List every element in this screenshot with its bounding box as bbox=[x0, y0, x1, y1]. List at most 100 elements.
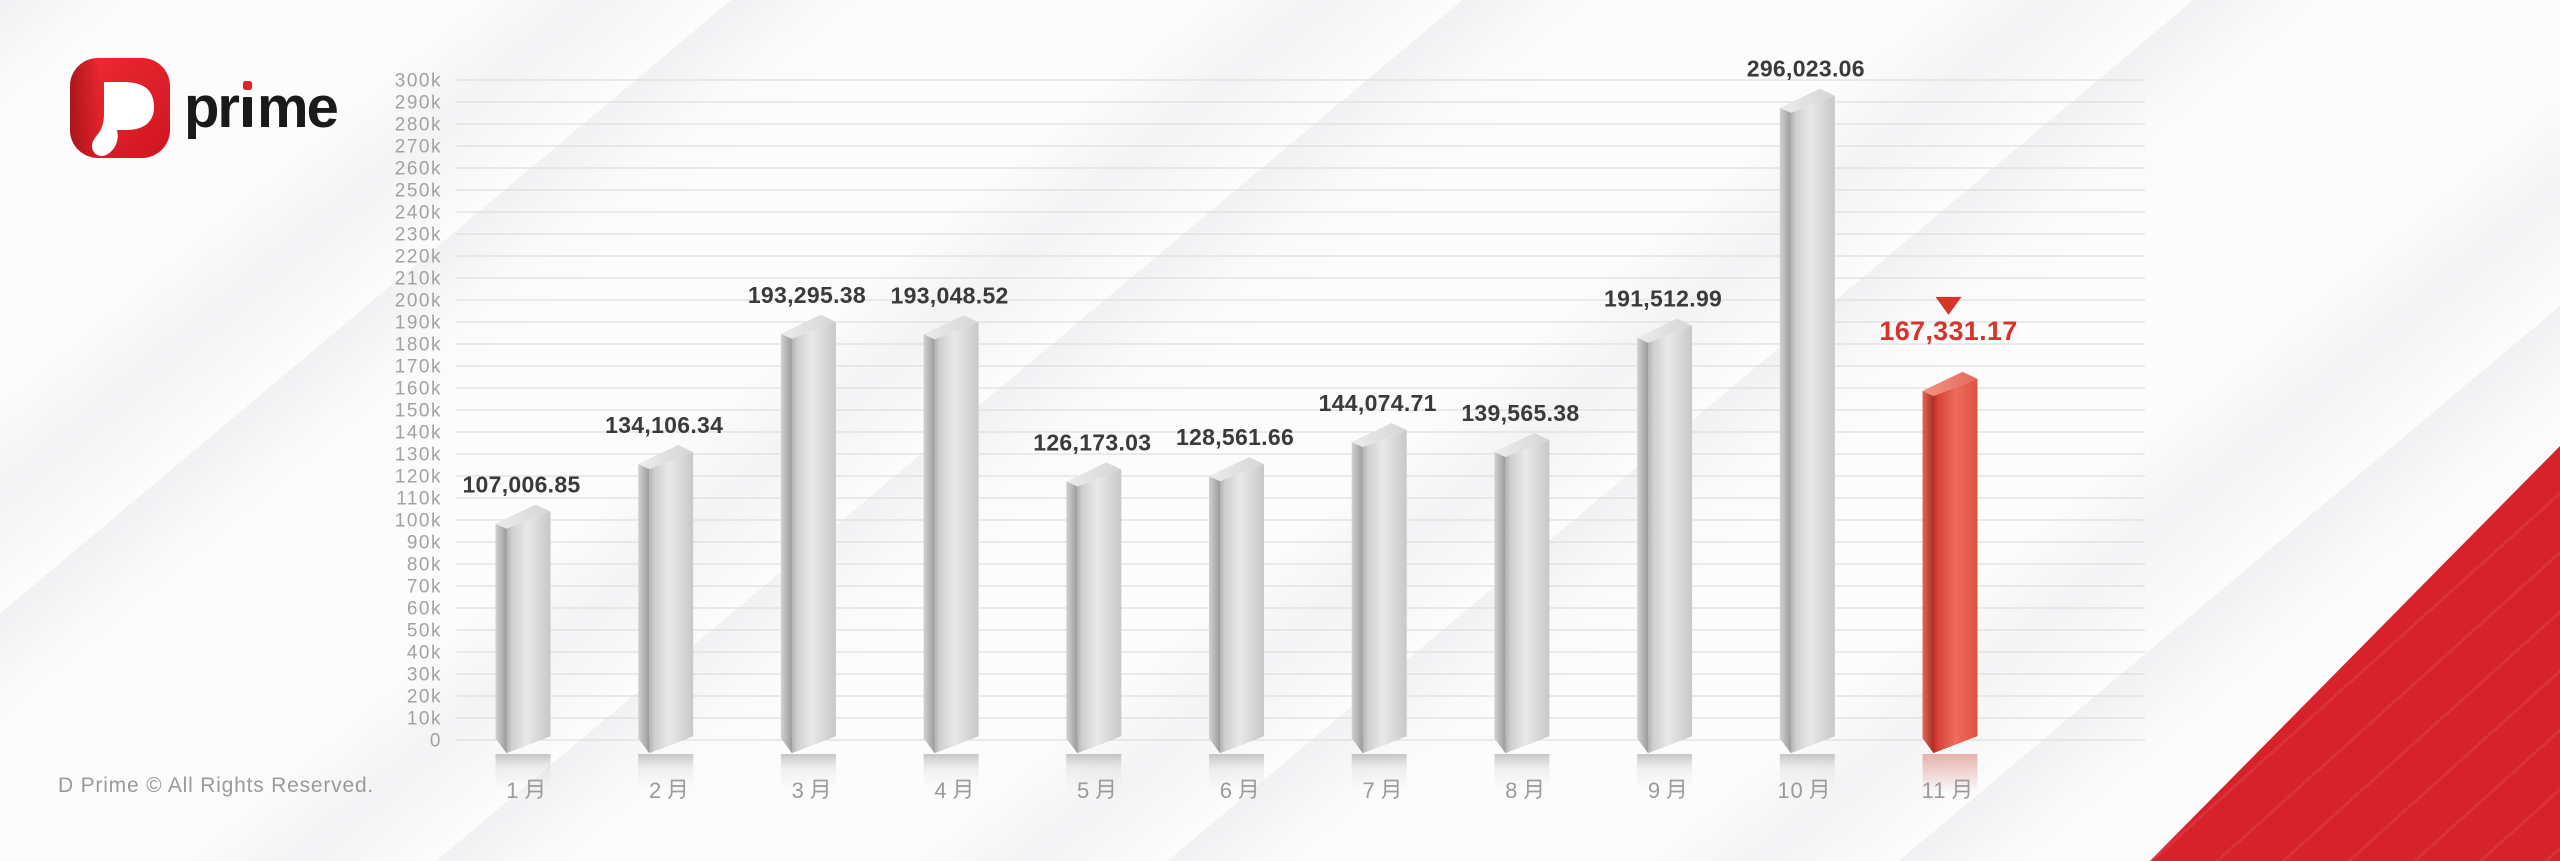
month-cjk-glyph bbox=[1667, 779, 1684, 799]
bar-5月: 126,173.03 bbox=[1033, 429, 1151, 792]
bar-top-face bbox=[495, 504, 551, 529]
bar-side-face bbox=[638, 463, 650, 753]
brand-name: pr me bbox=[184, 75, 339, 140]
month-label-8月: 8 bbox=[1505, 778, 1542, 803]
bar-10月: 296,023.06 bbox=[1747, 56, 1865, 792]
bar-3月: 193,295.38 bbox=[748, 282, 866, 792]
month-cjk-glyph bbox=[953, 779, 971, 799]
y-axis: 010k20k30k40k50k60k70k80k90k100k110k120k… bbox=[395, 71, 2145, 752]
month-label-1月: 1 bbox=[506, 778, 543, 803]
bar-1月: 107,006.85 bbox=[462, 472, 580, 792]
bar-9月: 191,512.99 bbox=[1604, 286, 1722, 792]
month-label-2月: 2 bbox=[649, 778, 686, 803]
y-tick-label: 140k bbox=[395, 423, 442, 444]
y-tick-label: 190k bbox=[395, 313, 442, 334]
bar-value-label-highlight: 167,331.17 bbox=[1879, 316, 2017, 346]
x-axis: 1 2 3 4 bbox=[506, 778, 1970, 803]
y-tick-label: 0 bbox=[430, 731, 442, 752]
bar-value-label: 134,106.34 bbox=[605, 412, 723, 438]
bar-front-face bbox=[1220, 464, 1264, 753]
bar-8月: 139,565.38 bbox=[1461, 400, 1579, 792]
month-label-5月: 5 bbox=[1077, 778, 1114, 803]
month-cjk-glyph bbox=[1952, 779, 1970, 799]
bar-top-face bbox=[923, 315, 979, 340]
bar-side-face bbox=[1922, 390, 1934, 753]
month-cjk-glyph bbox=[810, 779, 828, 799]
bar-front-face bbox=[1648, 325, 1693, 753]
svg-text:2: 2 bbox=[649, 778, 662, 803]
y-tick-label: 200k bbox=[395, 291, 442, 312]
month-cjk-glyph bbox=[1381, 779, 1399, 799]
month-label-9月: 9 bbox=[1648, 778, 1684, 803]
svg-text:1: 1 bbox=[506, 778, 519, 803]
svg-text:3: 3 bbox=[792, 778, 805, 803]
bar-6月: 128,561.66 bbox=[1176, 424, 1294, 792]
bar-top-face bbox=[1922, 371, 1978, 396]
highlight-down-triangle-icon bbox=[1935, 296, 1962, 315]
bar-front-face bbox=[649, 451, 694, 753]
bar-2月: 134,106.34 bbox=[605, 412, 723, 792]
y-tick-label: 10k bbox=[407, 709, 442, 730]
svg-text:7: 7 bbox=[1362, 778, 1375, 803]
bar-top-face bbox=[1494, 432, 1550, 457]
month-label-11月: 11 bbox=[1922, 778, 1970, 803]
month-cjk-glyph bbox=[668, 779, 686, 799]
y-tick-label: 110k bbox=[396, 489, 442, 510]
bar-side-face bbox=[780, 333, 792, 753]
y-tick-label: 70k bbox=[407, 577, 442, 598]
bar-front-face bbox=[1790, 95, 1835, 753]
bar-side-face bbox=[1779, 107, 1791, 753]
bar-front-face bbox=[1077, 469, 1122, 753]
bar-front-face bbox=[1362, 430, 1407, 753]
bar-top-face bbox=[1637, 318, 1693, 343]
bar-side-face bbox=[1351, 442, 1363, 753]
month-cjk-glyph bbox=[1524, 779, 1542, 799]
bar-value-label: 126,173.03 bbox=[1033, 429, 1151, 455]
y-tick-label: 240k bbox=[395, 203, 442, 224]
svg-text:6: 6 bbox=[1220, 778, 1233, 803]
y-tick-label: 220k bbox=[395, 247, 442, 268]
y-tick-label: 180k bbox=[395, 335, 442, 356]
bar-7月: 144,074.71 bbox=[1319, 390, 1436, 792]
bar-value-label: 139,565.38 bbox=[1461, 400, 1579, 426]
y-tick-label: 170k bbox=[395, 357, 442, 378]
y-tick-label: 260k bbox=[395, 159, 442, 180]
month-cjk-glyph bbox=[1238, 779, 1256, 799]
y-tick-label: 30k bbox=[407, 665, 442, 686]
bar-value-label: 128,561.66 bbox=[1176, 424, 1294, 450]
month-label-3月: 3 bbox=[792, 778, 828, 803]
y-tick-label: 60k bbox=[407, 599, 442, 620]
y-tick-label: 50k bbox=[407, 621, 442, 642]
bar-value-label: 296,023.06 bbox=[1747, 56, 1865, 82]
y-tick-label: 80k bbox=[407, 555, 442, 576]
y-tick-label: 100k bbox=[395, 511, 442, 532]
month-label-6月: 6 bbox=[1220, 778, 1256, 803]
month-cjk-glyph bbox=[1809, 779, 1827, 799]
month-cjk-glyph bbox=[525, 779, 543, 799]
bar-front-face bbox=[506, 511, 551, 753]
y-tick-label: 210k bbox=[395, 269, 442, 290]
y-tick-label: 270k bbox=[395, 137, 442, 158]
month-cjk-glyph bbox=[1096, 779, 1114, 799]
bar-value-label: 107,006.85 bbox=[462, 472, 580, 498]
y-tick-label: 20k bbox=[407, 687, 442, 708]
bar-front-face bbox=[1933, 378, 1978, 753]
brand-text-pr: pr bbox=[184, 75, 240, 140]
y-tick-label: 280k bbox=[395, 115, 442, 136]
bar-front-face bbox=[791, 321, 836, 753]
svg-text:10: 10 bbox=[1777, 778, 1803, 803]
y-tick-label: 120k bbox=[395, 467, 442, 488]
y-tick-label: 40k bbox=[407, 643, 442, 664]
bar-side-face bbox=[1066, 481, 1078, 753]
bar-side-face bbox=[1494, 451, 1506, 753]
bar-top-face bbox=[1351, 423, 1407, 448]
svg-text:9: 9 bbox=[1648, 778, 1661, 803]
brand-letter-i bbox=[240, 81, 255, 127]
bar-value-label: 191,512.99 bbox=[1604, 286, 1722, 312]
y-tick-label: 150k bbox=[395, 401, 442, 422]
bar-value-label: 193,048.52 bbox=[891, 282, 1009, 308]
bar-top-face bbox=[780, 314, 836, 339]
y-tick-label: 90k bbox=[407, 533, 442, 554]
